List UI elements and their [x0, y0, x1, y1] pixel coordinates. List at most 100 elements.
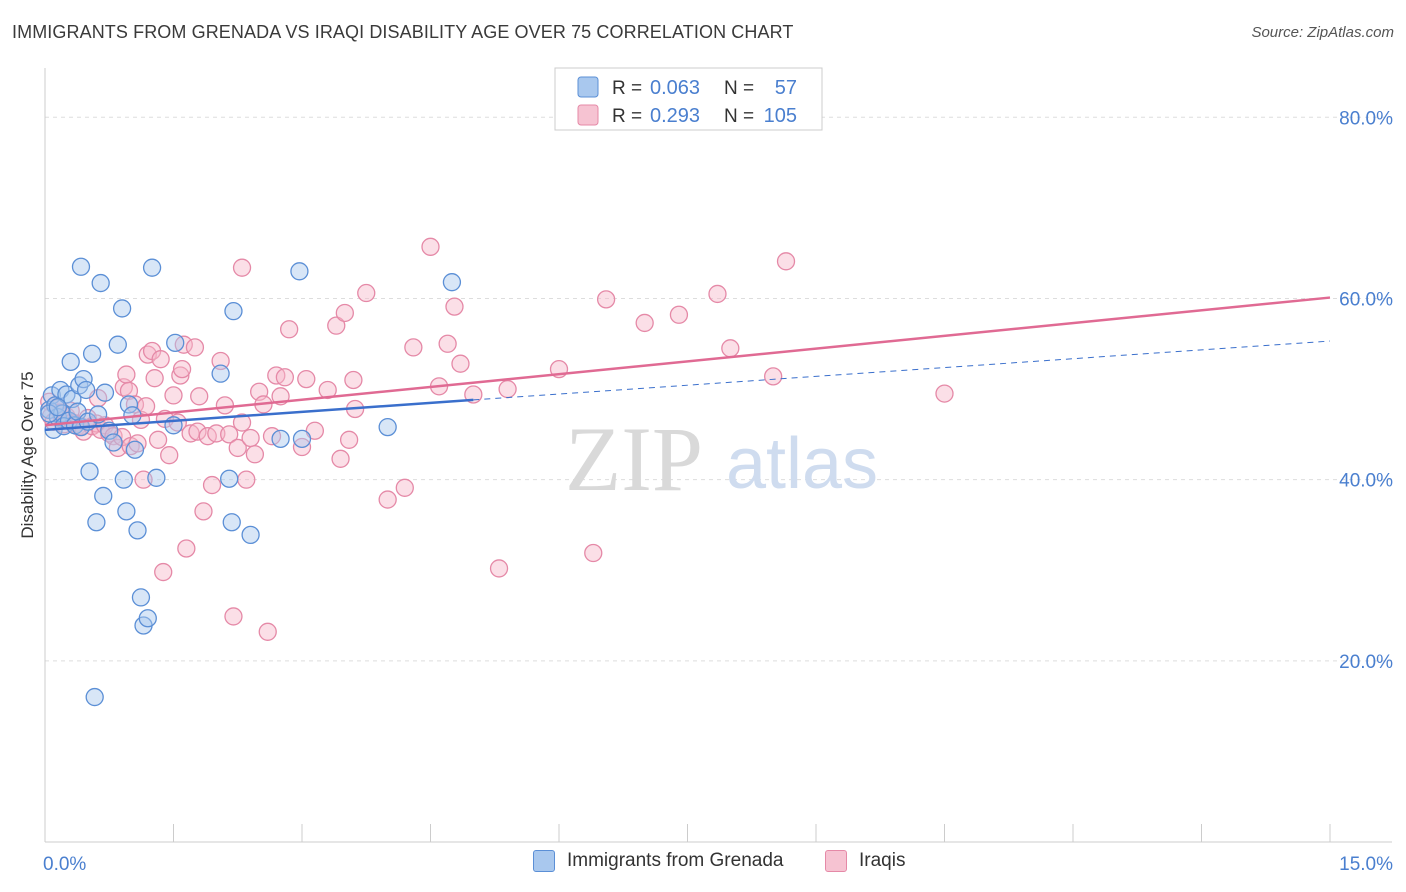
- data-point-iraqis: [451, 354, 470, 373]
- data-point-grenada: [108, 335, 127, 354]
- data-point-grenada: [166, 333, 185, 353]
- data-point-grenada: [241, 525, 260, 545]
- data-point-iraqis: [357, 283, 376, 303]
- data-point-iraqis: [318, 380, 337, 400]
- data-point-iraqis: [776, 252, 796, 271]
- data-point-iraqis: [177, 539, 196, 558]
- stats-r-value: 0.293: [650, 105, 700, 127]
- stats-legend: R = 0.063 N = 57 R = 0.293 N = 105: [554, 67, 823, 131]
- data-point-grenada: [142, 258, 162, 277]
- data-point-grenada: [87, 513, 106, 532]
- data-point-grenada: [222, 513, 241, 532]
- data-point-grenada: [292, 429, 312, 449]
- data-point-iraqis: [207, 424, 226, 443]
- data-point-grenada: [224, 302, 243, 321]
- data-point-grenada: [76, 380, 96, 400]
- data-point-grenada: [220, 469, 239, 488]
- data-point-iraqis: [151, 350, 170, 369]
- data-point-grenada: [61, 352, 80, 372]
- data-point-iraqis: [331, 449, 350, 468]
- data-point-grenada: [94, 486, 113, 506]
- data-point-iraqis: [378, 490, 397, 509]
- gridlines: [45, 116, 1392, 662]
- data-point-grenada: [80, 462, 99, 481]
- data-point-grenada: [48, 398, 67, 417]
- legend-label-grenada: Immigrants from Grenada: [567, 850, 784, 871]
- data-point-grenada: [378, 417, 397, 437]
- data-point-iraqis: [220, 425, 239, 444]
- data-point-iraqis: [232, 258, 252, 277]
- data-point-iraqis: [228, 438, 247, 458]
- data-point-iraqis: [327, 316, 346, 335]
- stats-r-label: R =: [612, 106, 642, 127]
- data-point-grenada: [117, 502, 136, 521]
- data-point-grenada: [125, 440, 145, 459]
- x-tick-label: 0.0%: [43, 854, 86, 875]
- data-point-grenada: [271, 429, 290, 449]
- stats-n-value: 105: [764, 105, 797, 127]
- data-point-grenada: [85, 687, 104, 707]
- data-point-iraqis: [669, 305, 689, 324]
- legend-item-iraqis: Iraqis: [825, 850, 905, 872]
- data-point-iraqis: [279, 320, 299, 339]
- stats-r-value: 0.063: [650, 77, 700, 99]
- data-point-grenada: [119, 395, 139, 414]
- data-point-iraqis: [305, 421, 325, 440]
- data-point-grenada: [71, 257, 91, 276]
- data-point-grenada: [138, 609, 157, 628]
- axes: [44, 68, 1392, 843]
- y-tick-label: 20.0%: [1339, 652, 1393, 673]
- data-point-iraqis: [160, 446, 179, 465]
- y-tick-label: 40.0%: [1339, 471, 1393, 492]
- watermark-zip: ZIP: [565, 408, 703, 510]
- tick-labels: 20.0% 40.0% 60.0% 80.0% 0.0% 15.0%: [43, 108, 1393, 875]
- data-point-iraqis: [117, 365, 136, 384]
- data-point-iraqis: [258, 622, 277, 641]
- data-point-iraqis: [211, 351, 230, 371]
- data-point-grenada: [211, 364, 230, 383]
- data-point-iraqis: [438, 334, 457, 353]
- data-point-iraqis: [339, 430, 359, 449]
- x-tick-label: 15.0%: [1339, 854, 1393, 875]
- watermark: ZIP atlas: [565, 408, 878, 510]
- data-point-iraqis: [202, 475, 222, 495]
- data-point-iraqis: [237, 470, 256, 489]
- data-point-iraqis: [489, 559, 509, 578]
- data-point-iraqis: [275, 368, 295, 387]
- data-point-iraqis: [335, 303, 354, 323]
- data-point-iraqis: [245, 445, 265, 464]
- data-point-iraqis: [241, 428, 260, 448]
- data-point-grenada: [128, 521, 147, 540]
- data-point-iraqis: [185, 338, 205, 357]
- data-point-iraqis: [224, 607, 243, 626]
- data-point-grenada: [95, 383, 115, 402]
- data-point-iraqis: [145, 369, 164, 388]
- data-point-iraqis: [344, 370, 363, 390]
- data-point-iraqis: [764, 367, 783, 386]
- stats-swatch: [577, 104, 599, 126]
- data-point-iraqis: [596, 290, 616, 309]
- data-point-grenada: [82, 344, 102, 363]
- data-point-iraqis: [194, 502, 213, 521]
- data-point-iraqis: [215, 396, 235, 415]
- data-point-iraqis: [721, 339, 740, 358]
- data-point-iraqis: [464, 385, 483, 404]
- stats-n-value: 57: [775, 77, 797, 99]
- data-point-iraqis: [164, 386, 183, 405]
- data-point-grenada: [147, 468, 166, 487]
- data-point-grenada: [131, 588, 151, 607]
- data-point-iraqis: [635, 313, 654, 333]
- y-tick-label: 80.0%: [1339, 108, 1393, 129]
- stats-n-label: N =: [724, 78, 754, 99]
- stats-n-label: N =: [724, 106, 754, 127]
- legend-label-iraqis: Iraqis: [859, 850, 906, 871]
- trend-line-grenada-extension: [473, 340, 1331, 401]
- data-point-grenada: [91, 273, 110, 293]
- source-credit: Source: ZipAtlas.com: [1251, 24, 1394, 41]
- data-point-iraqis: [172, 359, 192, 379]
- trend-line-grenada: [44, 398, 474, 432]
- data-point-iraqis: [188, 422, 207, 441]
- data-point-grenada: [114, 470, 133, 489]
- data-point-iraqis: [232, 413, 252, 432]
